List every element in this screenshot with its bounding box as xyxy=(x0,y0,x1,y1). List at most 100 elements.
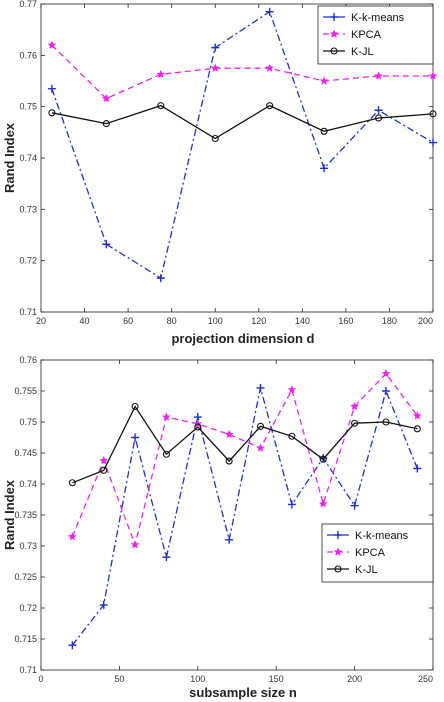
data-point-kpca xyxy=(413,411,422,420)
series-line-k-k-means xyxy=(51,10,434,280)
data-point-k-jl xyxy=(48,109,56,117)
data-point-k-jl xyxy=(225,457,233,465)
data-point-kpca xyxy=(130,540,140,549)
series-k-jl xyxy=(68,402,421,487)
x-axis-label: projection dimension d xyxy=(171,331,314,346)
y-tick-label: 0.725 xyxy=(14,572,37,582)
x-tick-label: 40 xyxy=(80,316,90,326)
x-tick-label: 180 xyxy=(382,316,397,326)
y-tick-label: 0.74 xyxy=(19,479,37,489)
chart-1: 20 40 60 80 100 120 140 160 180 200 0.71 0.72 0.73 0.… xyxy=(2,0,438,346)
data-point-kpca xyxy=(224,429,234,439)
y-tick-label: 0.755 xyxy=(14,386,37,396)
data-point-k-jl xyxy=(429,110,437,118)
data-point-k-k-means xyxy=(99,600,108,609)
data-point-k-k-means xyxy=(225,535,234,544)
data-point-k-jl xyxy=(351,419,359,427)
data-point-kpca xyxy=(318,499,328,508)
plot-area xyxy=(40,359,434,671)
data-point-kpca xyxy=(210,63,220,72)
data-point-kpca xyxy=(156,69,166,79)
data-point-k-k-means xyxy=(256,383,265,392)
series-line-k-jl xyxy=(51,104,434,140)
legend-box xyxy=(321,523,434,583)
series-k-k-means xyxy=(68,383,422,650)
series-line-k-k-means xyxy=(71,387,418,646)
legend-label-k-k-means: K-k-means xyxy=(355,530,409,542)
legend-marker-kpca xyxy=(333,547,343,556)
data-point-k-jl xyxy=(157,102,165,110)
data-point-kpca xyxy=(101,93,111,103)
x-tick-label: 140 xyxy=(295,316,310,326)
data-point-k-k-means xyxy=(265,7,274,16)
x-tick-label: 160 xyxy=(338,316,353,326)
y-tick-label: 0.76 xyxy=(19,355,37,365)
x-tick-label: 0 xyxy=(38,674,43,684)
data-point-k-jl xyxy=(413,425,421,433)
x-tick-label: 100 xyxy=(190,674,205,684)
x-tick-label: 100 xyxy=(208,316,223,326)
x-tick-label: 80 xyxy=(167,316,177,326)
data-point-k-k-means xyxy=(429,138,437,147)
series-kpca xyxy=(47,40,438,103)
legend-marker-k-k-means xyxy=(330,13,338,21)
x-tick-label: 20 xyxy=(36,316,46,326)
y-tick-label: 0.72 xyxy=(19,256,37,266)
data-point-k-jl xyxy=(211,134,219,143)
x-tick-label: 200 xyxy=(418,316,433,326)
data-point-k-k-means xyxy=(162,553,171,562)
series-kpca xyxy=(68,369,422,549)
data-point-k-k-means xyxy=(287,500,296,509)
legend-label-k-k-means: K-k-means xyxy=(351,12,405,24)
data-point-k-k-means xyxy=(47,84,56,93)
x-tick-label: 150 xyxy=(269,674,284,684)
data-point-k-k-means xyxy=(211,43,220,52)
legend-label-kpca: KPCA xyxy=(351,29,382,41)
y-tick-label: 0.73 xyxy=(19,541,37,551)
data-point-kpca xyxy=(374,71,383,80)
legend-marker-k-k-means xyxy=(334,531,342,539)
data-point-kpca xyxy=(162,412,171,421)
data-point-kpca xyxy=(68,532,77,541)
data-point-kpca xyxy=(47,40,57,49)
data-point-k-k-means xyxy=(131,433,140,442)
data-point-k-k-means xyxy=(350,501,359,510)
data-point-k-jl xyxy=(266,102,274,110)
series-k-jl xyxy=(48,102,437,143)
y-tick-label: 0.71 xyxy=(19,307,37,317)
legend-marker-kpca xyxy=(329,29,339,38)
legend: K-k-means KPCA K-JL xyxy=(317,5,434,65)
data-point-k-k-means xyxy=(68,641,77,650)
legend-label-k-jl: K-JL xyxy=(355,564,378,576)
y-tick-label: 0.745 xyxy=(14,448,37,458)
y-tick-label: 0.735 xyxy=(14,510,37,520)
data-point-k-jl xyxy=(288,432,296,440)
data-point-kpca xyxy=(287,385,297,394)
series-k-k-means xyxy=(47,7,437,283)
data-point-kpca xyxy=(99,455,109,465)
data-point-k-jl xyxy=(68,479,76,487)
data-point-k-jl xyxy=(131,402,139,411)
data-point-k-k-means xyxy=(320,164,329,173)
x-axis-label: subsample size n xyxy=(189,685,297,700)
y-tick-label: 0.75 xyxy=(19,102,37,112)
data-point-kpca xyxy=(256,443,265,452)
data-point-kpca xyxy=(265,63,274,72)
x-tick-label: 60 xyxy=(123,316,133,326)
data-point-kpca xyxy=(350,401,359,411)
y-tick-label: 0.75 xyxy=(19,417,37,427)
legend-marker-k-jl xyxy=(330,47,338,55)
data-point-k-k-means xyxy=(374,106,383,115)
data-point-k-jl xyxy=(382,418,390,426)
data-point-k-jl xyxy=(375,114,383,122)
y-tick-label: 0.73 xyxy=(19,204,37,214)
y-tick-label: 0.71 xyxy=(19,665,37,675)
data-point-k-k-means xyxy=(413,464,422,473)
data-point-k-k-means xyxy=(381,387,390,395)
y-tick-label: 0.72 xyxy=(19,603,37,613)
y-tick-label: 0.77 xyxy=(19,0,37,9)
legend-label-kpca: KPCA xyxy=(355,547,386,559)
legend-marker-k-jl xyxy=(334,565,342,573)
data-point-k-jl xyxy=(194,423,202,431)
